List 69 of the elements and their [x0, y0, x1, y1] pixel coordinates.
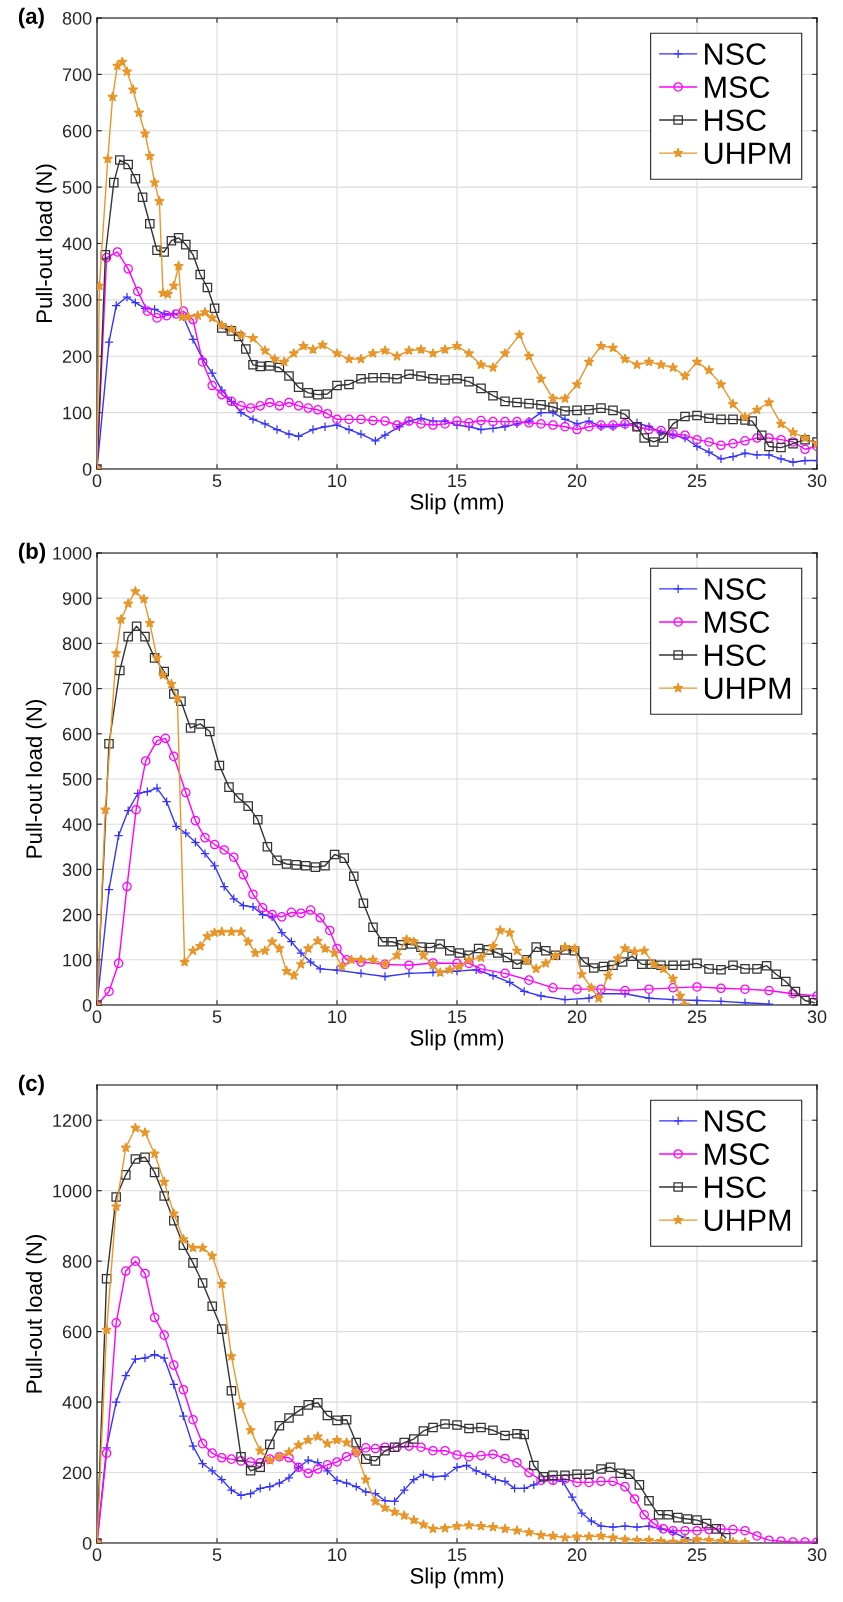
legend-label: UHPM [704, 142, 791, 165]
y-tick-label: 0 [82, 998, 92, 1012]
x-tick-label: 25 [687, 1548, 707, 1562]
y-tick-label: 700 [62, 68, 92, 82]
y-tick-label: 0 [82, 462, 92, 476]
y-tick-label: 600 [62, 727, 92, 741]
x-tick-label: 5 [212, 474, 222, 488]
legend-label: MSC [705, 76, 770, 98]
y-tick-label: 200 [62, 908, 92, 922]
y-axis-title: Pull-out load (N) [25, 700, 47, 858]
chart-title: (a) [18, 7, 44, 29]
y-tick-label: 500 [62, 181, 92, 194]
y-tick-label: 600 [62, 1325, 92, 1339]
legend-label: UHPM [704, 1209, 791, 1232]
y-tick-label: 400 [62, 1396, 92, 1409]
legend-label: MSC [705, 611, 770, 633]
y-axis-title: Pull-out load (N) [25, 1235, 47, 1393]
x-tick-label: 5 [212, 1548, 222, 1562]
y-tick-label: 400 [62, 237, 92, 251]
x-tick-label: 0 [92, 1010, 102, 1024]
x-axis-title: Slip (mm) [410, 1029, 504, 1051]
y-tick-label: 300 [62, 293, 92, 307]
y-tick-label: 800 [62, 11, 92, 25]
x-tick-label: 15 [448, 1010, 467, 1024]
x-tick-label: 10 [328, 474, 347, 488]
y-tick-label: 600 [62, 124, 92, 138]
legend-label: NSC [705, 43, 766, 65]
y-tick-label: 800 [62, 1255, 92, 1268]
y-tick-label: 200 [62, 350, 92, 363]
x-tick-label: 20 [567, 1010, 587, 1024]
x-tick-label: 10 [328, 1010, 347, 1024]
x-tick-label: 0 [92, 474, 102, 488]
y-tick-label: 200 [62, 1466, 92, 1480]
legend-label: HSC [705, 1176, 766, 1199]
x-tick-label: 25 [687, 1010, 707, 1024]
x-tick-label: 0 [92, 1548, 102, 1562]
legend-label: NSC [705, 1110, 766, 1132]
x-tick-label: 20 [567, 474, 587, 488]
y-tick-label: 1000 [53, 1184, 92, 1198]
x-tick-label: 25 [687, 474, 707, 488]
x-tick-label: 15 [448, 474, 467, 488]
x-tick-label: 5 [212, 1010, 222, 1024]
chart-title: (c) [18, 1074, 44, 1096]
y-tick-label: 0 [82, 1536, 92, 1550]
y-tick-label: 300 [62, 863, 92, 877]
y-tick-label: 700 [62, 682, 92, 696]
x-tick-label: 30 [807, 474, 827, 488]
x-axis-title: Slip (mm) [410, 1567, 504, 1589]
y-tick-label: 900 [62, 592, 92, 605]
legend-label: MSC [705, 1143, 770, 1165]
y-tick-label: 1200 [53, 1114, 92, 1127]
legend-label: HSC [705, 109, 766, 132]
y-tick-label: 100 [63, 406, 92, 420]
chart-title: (b) [18, 542, 46, 564]
x-tick-label: 15 [448, 1548, 467, 1562]
y-tick-label: 500 [62, 772, 92, 786]
x-tick-label: 30 [807, 1010, 827, 1024]
x-tick-label: 20 [567, 1548, 587, 1562]
y-tick-label: 400 [62, 818, 92, 831]
legend-label: NSC [705, 578, 766, 600]
y-tick-label: 800 [62, 637, 92, 651]
y-axis-title: Pull-out load (N) [35, 164, 57, 322]
y-tick-label: 100 [63, 953, 92, 967]
y-tick-label: 1000 [53, 546, 92, 560]
x-tick-label: 30 [807, 1548, 827, 1562]
legend-label: UHPM [704, 677, 791, 700]
x-tick-label: 10 [328, 1548, 347, 1562]
legend-label: HSC [705, 644, 766, 667]
x-axis-title: Slip (mm) [410, 493, 504, 515]
